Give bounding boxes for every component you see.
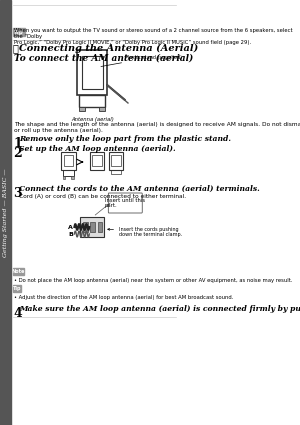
Text: The shape and the length of the antenna (aerial) is designed to receive AM signa: The shape and the length of the antenna … xyxy=(14,122,300,133)
Text: Insert until this
part.: Insert until this part. xyxy=(105,198,145,208)
FancyBboxPatch shape xyxy=(108,193,142,213)
Text: B: B xyxy=(68,232,73,236)
Bar xyxy=(62,170,74,176)
Bar xyxy=(83,222,88,232)
Text: Insert the cords pushing
down the terminal clamp.: Insert the cords pushing down the termin… xyxy=(108,227,182,238)
Text: Tip: Tip xyxy=(13,286,22,291)
Text: Getting Started — BASIC —: Getting Started — BASIC — xyxy=(3,169,8,257)
Text: Cord (A) or cord (B) can be connected to either terminal.: Cord (A) or cord (B) can be connected to… xyxy=(19,194,186,199)
Bar xyxy=(99,107,105,111)
Text: • Adjust the direction of the AM loop antenna (aerial) for best AM broadcast sou: • Adjust the direction of the AM loop an… xyxy=(14,295,234,300)
Bar xyxy=(111,170,121,174)
Bar xyxy=(111,155,121,166)
Bar xyxy=(92,155,102,166)
Text: A: A xyxy=(68,224,73,230)
Text: Remove only the loop part from the plastic stand.: Remove only the loop part from the plast… xyxy=(19,135,231,143)
Text: • Do not place the AM loop antenna (aerial) near the system or other AV equipmen: • Do not place the AM loop antenna (aeri… xyxy=(14,278,293,283)
Bar xyxy=(109,152,123,170)
Bar xyxy=(80,217,104,237)
Text: 3: 3 xyxy=(13,187,22,200)
Bar xyxy=(90,152,104,170)
Text: Connect the cords to the AM antenna (aerial) terminals.: Connect the cords to the AM antenna (aer… xyxy=(19,185,260,193)
Bar xyxy=(0,0,11,425)
Bar xyxy=(13,285,21,292)
Text: Connecting the Antenna (Aerial): Connecting the Antenna (Aerial) xyxy=(19,44,198,53)
Text: Antenna (aerial): Antenna (aerial) xyxy=(71,117,114,122)
Bar xyxy=(79,95,105,107)
Bar xyxy=(71,176,74,179)
Bar xyxy=(77,50,107,95)
Text: When you want to output the TV sound or stereo sound of a 2 channel source from : When you want to output the TV sound or … xyxy=(14,28,293,45)
Bar xyxy=(82,56,103,89)
Text: 4: 4 xyxy=(13,307,22,320)
Text: ①: ① xyxy=(13,44,22,53)
Text: 2: 2 xyxy=(13,147,22,160)
Text: 1: 1 xyxy=(13,137,22,150)
Bar xyxy=(13,268,24,275)
Bar xyxy=(13,28,25,36)
Bar xyxy=(64,155,73,166)
Bar xyxy=(62,176,65,179)
Text: Make sure the AM loop antenna (aerial) is connected firmly by pulling softly.: Make sure the AM loop antenna (aerial) i… xyxy=(19,305,300,313)
Text: Note: Note xyxy=(12,269,25,274)
Bar xyxy=(79,107,85,111)
Text: Set up the AM loop antenna (aerial).: Set up the AM loop antenna (aerial). xyxy=(19,145,176,153)
Bar xyxy=(61,152,76,170)
Text: To connect the AM antenna (aerial): To connect the AM antenna (aerial) xyxy=(14,54,194,63)
Text: Tip: Tip xyxy=(14,29,24,34)
Bar xyxy=(98,222,102,232)
Text: Plastic stand (supplied): Plastic stand (supplied) xyxy=(101,54,182,66)
Bar xyxy=(91,222,95,232)
